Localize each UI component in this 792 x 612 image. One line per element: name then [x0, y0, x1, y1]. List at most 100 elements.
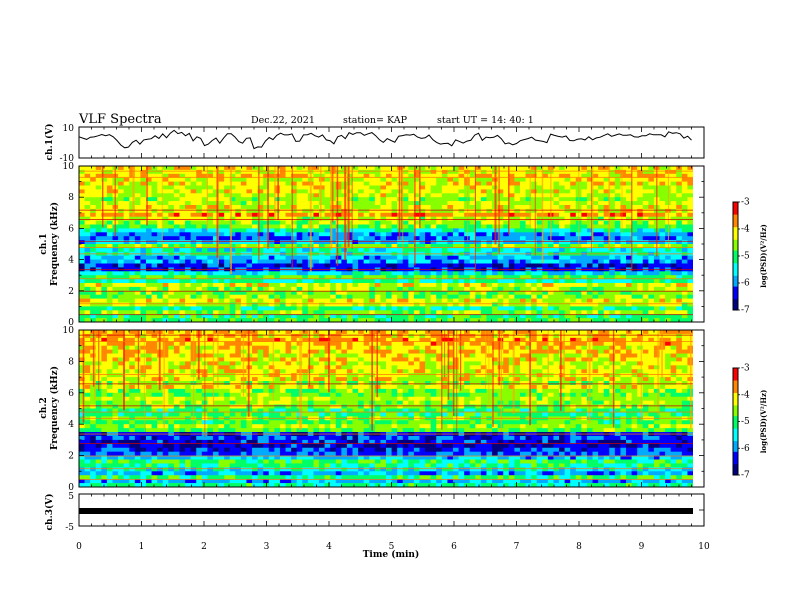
spectrogram-cell — [101, 255, 108, 260]
spectrogram-cell — [84, 197, 91, 202]
spectrogram-cell — [436, 259, 443, 264]
spectrogram-cell — [531, 318, 538, 323]
spectrogram-cell — [235, 177, 242, 182]
spectrogram-cell — [614, 220, 621, 225]
spectrogram-cell — [475, 310, 482, 315]
spectrogram-cell — [369, 259, 376, 264]
spectrogram-cell — [642, 290, 649, 296]
spectrogram-cell — [168, 275, 175, 280]
spectrogram-cell — [84, 166, 91, 171]
spectrogram-cell — [592, 298, 599, 303]
spectrogram-cell — [268, 208, 275, 214]
ch1-frequency-label: Frequency (kHz) — [49, 202, 60, 286]
spectrogram-cell — [95, 185, 102, 190]
spectrogram-cell — [84, 181, 91, 186]
spectrogram-cell — [592, 279, 599, 284]
spectrogram-cell — [665, 314, 672, 319]
spectrogram-cell — [274, 333, 281, 339]
spectrogram-cell — [514, 298, 521, 303]
spectrogram-cell — [307, 337, 314, 343]
spectrogram-cell — [95, 244, 102, 249]
spectrogram-cell — [447, 298, 454, 303]
spectrogram-cell — [519, 290, 526, 296]
spectrogram-cell — [162, 236, 169, 241]
spectrogram-cell — [151, 286, 158, 292]
spectrogram-cell — [397, 247, 404, 253]
spectrogram-cell — [452, 189, 459, 194]
spectrogram-cell — [201, 314, 208, 319]
spectrogram-cell — [492, 255, 499, 260]
spectrogram-cell — [352, 228, 359, 233]
spectrogram-cell — [307, 306, 314, 311]
spectrogram-cell — [592, 333, 599, 339]
spectrogram-cell — [235, 185, 242, 190]
spectrogram-cell — [637, 330, 644, 335]
spectrogram-burst — [398, 166, 401, 240]
spectrogram-cell — [252, 189, 259, 194]
spectrogram-cell — [296, 286, 303, 292]
spectrogram-cell — [598, 201, 605, 206]
spectrogram-cell — [123, 247, 130, 253]
spectrogram-cell — [452, 306, 459, 311]
spectrogram-cell — [162, 197, 169, 202]
spectrogram-cell — [207, 283, 214, 288]
spectrogram-cell — [637, 271, 644, 276]
spectrogram-cell — [157, 286, 164, 292]
spectrogram-cell — [386, 212, 392, 218]
spectrogram-cell — [190, 205, 197, 210]
spectrogram-cell — [319, 232, 325, 237]
spectrogram-cell — [626, 216, 632, 221]
spectrogram-cell — [335, 271, 342, 276]
spectrogram-cell — [285, 294, 292, 299]
spectrogram-cell — [129, 302, 136, 307]
spectrogram-cell — [419, 310, 426, 315]
spectrogram-line — [79, 170, 693, 172]
spectrogram-cell — [514, 259, 521, 264]
spectrogram-cell — [201, 298, 208, 303]
spectrogram-cell — [145, 259, 152, 264]
spectrogram-cell — [486, 247, 493, 253]
spectrogram-cell — [458, 228, 465, 233]
spectrogram-cell — [285, 173, 292, 179]
spectrogram-cell — [486, 337, 493, 343]
spectrogram-cell — [118, 255, 125, 260]
spectrogram-cell — [257, 197, 264, 202]
spectrogram-cell — [492, 310, 499, 315]
spectrogram-cell — [486, 208, 493, 214]
spectrogram-cell — [246, 310, 253, 315]
spectrogram-cell — [162, 275, 169, 280]
spectrogram-cell — [324, 290, 331, 296]
spectrogram-cell — [173, 314, 180, 319]
spectrogram-cell — [413, 283, 420, 288]
spectrogram-cell — [469, 193, 476, 198]
spectrogram-cell — [402, 216, 409, 221]
ch1-ylabel-channel: ch.1 — [39, 233, 49, 254]
spectrogram-cell — [201, 302, 208, 307]
spectrogram-cell — [101, 341, 108, 347]
spectrogram-cell — [408, 337, 415, 343]
spectrogram-cell — [380, 197, 387, 202]
spectrogram-cell — [665, 263, 672, 268]
spectrogram-cell — [201, 173, 208, 179]
spectrogram-cell — [642, 177, 649, 182]
spectrogram-cell — [157, 224, 164, 229]
spectrogram-cell — [670, 306, 677, 311]
spectrogram-cell — [480, 185, 487, 190]
spectrogram-cell — [84, 290, 91, 296]
spectrogram-cell — [564, 169, 571, 175]
spectrogram-cell — [564, 185, 571, 190]
spectrogram-cell — [402, 302, 409, 307]
spectrogram-cell — [620, 197, 627, 202]
spectrogram-cell — [196, 177, 203, 182]
spectrogram-cell — [441, 166, 448, 171]
spectrogram-cell — [542, 216, 549, 221]
spectrogram-cell — [123, 205, 130, 210]
spectrogram-cell — [570, 255, 577, 260]
spectrogram-cell — [207, 290, 214, 296]
spectrogram-cell — [447, 193, 454, 198]
spectrogram-cell — [173, 166, 180, 171]
spectrogram-cell — [157, 232, 164, 237]
spectrogram-cell — [358, 228, 365, 233]
spectrogram-cell — [536, 333, 543, 339]
spectrogram-cell — [519, 166, 526, 171]
